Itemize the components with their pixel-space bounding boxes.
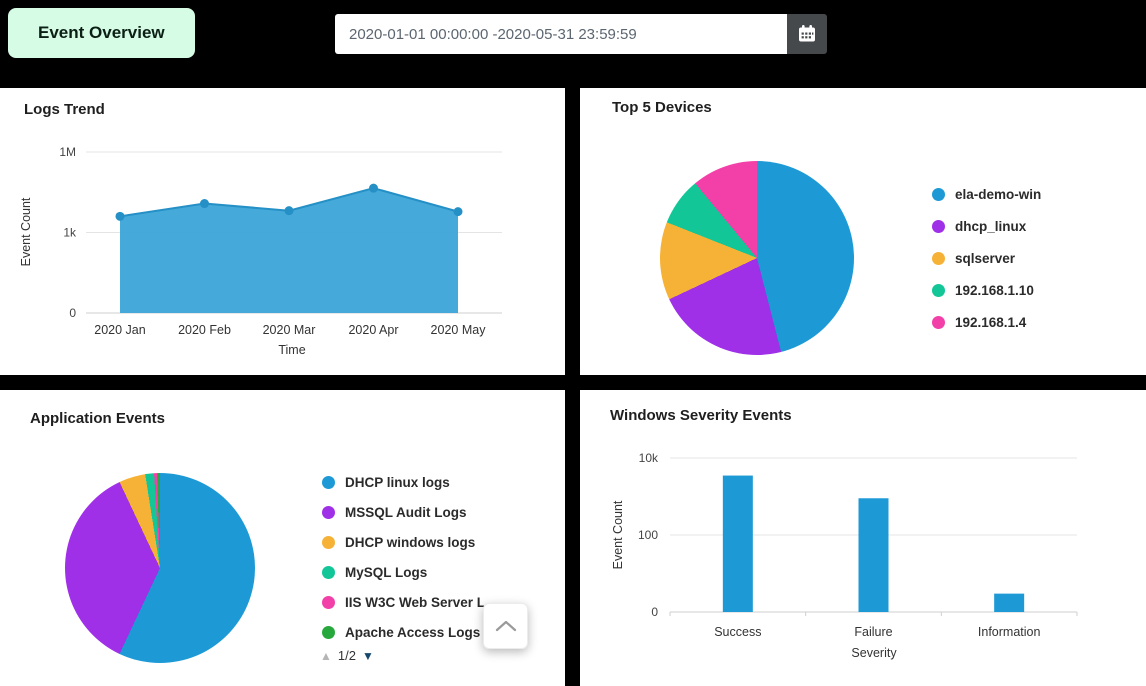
svg-text:Severity: Severity [851,646,897,660]
page-title: Event Overview [8,8,195,58]
svg-text:1k: 1k [63,226,77,240]
panel-title: Application Events [30,410,166,427]
legend-label: IIS W3C Web Server L... [345,595,497,611]
svg-text:Time: Time [278,343,305,357]
legend-item[interactable]: dhcp_linux [932,210,1041,242]
legend-swatch-icon [322,566,335,580]
scroll-top-button[interactable] [483,603,528,649]
application-events-legend: DHCP linux logs MSSQL Audit Logs DHCP wind… [322,467,560,648]
panel-title: Top 5 Devices [612,99,712,116]
legend-label: DHCP linux logs [345,474,450,490]
legend-swatch-icon [322,475,335,489]
panel-logs-trend: Logs Trend 0 1k 1M Event Count 2020 Jan 2020 … [0,88,565,375]
legend-item[interactable]: 192.168.1.4 [932,306,1041,338]
legend-swatch-icon [932,283,945,297]
calendar-icon [799,25,815,42]
legend-label: DHCP windows logs [345,534,476,550]
legend-label: MSSQL Audit Logs [345,504,467,520]
svg-text:2020 Feb: 2020 Feb [178,323,231,337]
date-range-control [335,14,827,54]
legend-label: sqlserver [955,250,1016,266]
svg-text:Event Count: Event Count [611,500,625,569]
svg-text:2020 May: 2020 May [431,323,487,337]
panel-title: Logs Trend [24,101,105,118]
legend-page-down-button[interactable]: ▼ [361,648,374,663]
logs-trend-chart[interactable]: 0 1k 1M Event Count 2020 Jan 2020 Feb 2020 Mar… [0,88,565,375]
legend-pager: ▲ 1/2 ▼ [320,648,374,663]
svg-text:2020 Jan: 2020 Jan [94,323,145,337]
legend-item[interactable]: MSSQL Audit Logs [322,497,560,527]
legend-swatch-icon [322,505,335,519]
svg-text:Failure: Failure [854,625,892,639]
legend-label: 192.168.1.10 [955,282,1034,298]
legend-label: dhcp_linux [955,218,1027,234]
legend-item[interactable]: 192.168.1.10 [932,274,1041,306]
svg-text:0: 0 [651,605,658,619]
svg-text:1M: 1M [59,145,76,159]
application-events-pie[interactable] [65,473,255,663]
svg-text:100: 100 [638,528,658,542]
date-range-input[interactable] [335,14,787,54]
panel-title: Windows Severity Events [610,407,792,424]
svg-text:Success: Success [714,625,761,639]
legend-item[interactable]: MySQL Logs [322,558,560,588]
legend-label: MySQL Logs [345,565,428,581]
legend-label: Apache Access Logs [345,625,481,641]
legend-swatch-icon [932,219,945,233]
legend-swatch-icon [932,187,945,201]
svg-text:0: 0 [69,306,76,320]
panel-windows-severity: Windows Severity Events 0 100 10k Event Cou… [580,390,1146,686]
svg-text:2020 Mar: 2020 Mar [263,323,316,337]
svg-text:Information: Information [978,625,1041,639]
legend-swatch-icon [322,596,335,610]
svg-text:2020 Apr: 2020 Apr [348,323,398,337]
top-devices-pie[interactable] [660,161,854,355]
legend-item[interactable]: DHCP windows logs [322,527,560,557]
legend-label: ela-demo-win [955,186,1042,202]
svg-text:10k: 10k [639,451,659,465]
legend-item[interactable]: ela-demo-win [932,178,1041,210]
legend-swatch-icon [322,535,335,549]
legend-item[interactable]: IIS W3C Web Server L... [322,588,560,618]
windows-severity-chart[interactable]: 0 100 10k Event Count Success Failure Informat… [580,390,1146,686]
calendar-button[interactable] [787,14,827,54]
legend-page-up-button[interactable]: ▲ [320,648,332,663]
legend-swatch-icon [322,626,335,640]
legend-page-label: 1/2 [337,648,356,663]
top-devices-legend: ela-demo-win dhcp_linux sqlserver 192.168.1… [932,178,1041,338]
legend-item[interactable]: DHCP linux logs [322,467,560,497]
legend-swatch-icon [932,315,945,329]
legend-label: 192.168.1.4 [955,314,1027,330]
panel-application-events: Application Events DHCP linux logs MSSQL … [0,390,565,686]
legend-item[interactable]: Apache Access Logs [322,618,560,648]
legend-item[interactable]: sqlserver [932,242,1041,274]
svg-text:Event Count: Event Count [19,197,33,266]
chevron-up-icon [495,620,516,632]
legend-swatch-icon [932,251,945,265]
